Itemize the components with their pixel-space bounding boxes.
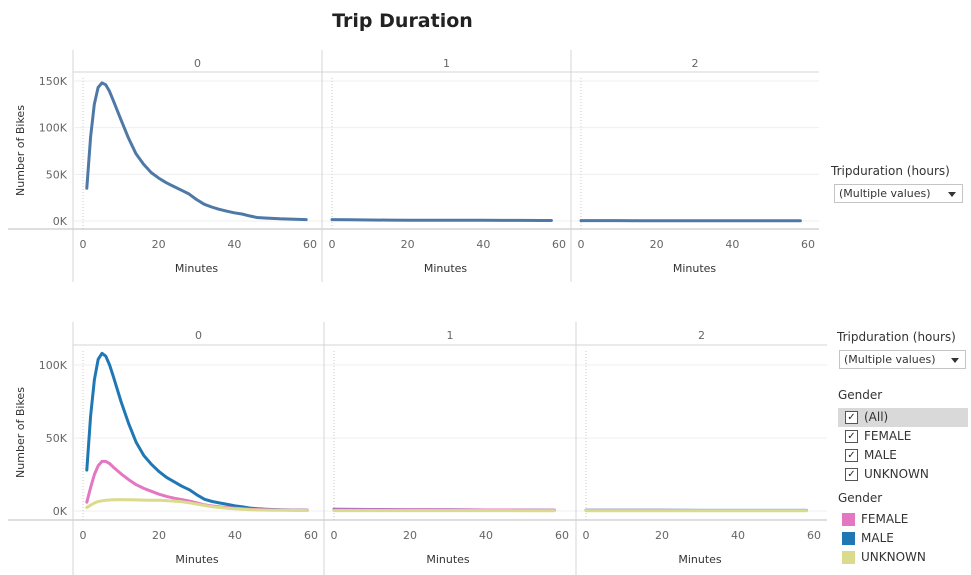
bottom-chart-y-tick-label: 50K [46,432,68,445]
gender-filter-item-male[interactable]: ✓ MALE [838,446,968,465]
bottom-chart-panel-2-x-tick-label: 60 [807,529,821,542]
gender-legend-title: Gender [838,491,883,505]
top-chart-panel-2-x-tick-label: 60 [801,238,815,251]
bottom-chart-panel-2-header: 2 [698,329,705,342]
top-chart-panel-1-x-tick-label: 0 [329,238,336,251]
gender-filter-item-female[interactable]: ✓ FEMALE [838,427,968,446]
top-chart-panel-1-x-tick-label: 20 [401,238,415,251]
top-chart-panel-0-line-series-0 [85,81,308,222]
top-chart-panel-0-header: 0 [194,57,201,70]
bottom-chart-panel-2-x-tick-label: 40 [731,529,745,542]
top-chart-y-tick-label: 150K [39,75,68,88]
bottom-chart-panel-1-x-tick-label: 60 [555,529,569,542]
chevron-down-icon [951,358,959,363]
bottom-chart-panel-0-line-male [85,351,309,512]
bottom-chart-panel-1-x-axis-title: Minutes [426,553,470,566]
bottom-chart-panel-0-header: 0 [195,329,202,342]
tripduration-dropdown-bottom[interactable]: (Multiple values) [839,350,966,369]
top-chart-panel-0-x-tick-label: 60 [303,238,317,251]
bottom-chart-panel-0-line-unknown [85,498,309,513]
gender-filter-item-label: UNKNOWN [864,467,929,481]
top-chart-panel-1-x-tick-label: 60 [552,238,566,251]
bottom-chart-panel-2-x-tick-label: 0 [583,529,590,542]
top-chart-panel-2-header: 2 [692,57,699,70]
gender-filter-title: Gender [838,388,883,402]
legend-label: UNKNOWN [861,550,926,564]
bottom-chart-panel-0-x-tick-label: 0 [80,529,87,542]
legend-swatch-female [842,513,855,526]
tripduration-filter-title-top: Tripduration (hours) [831,164,950,178]
top-chart-panel-2-x-tick-label: 40 [725,238,739,251]
top-chart-y-tick-label: 50K [46,168,68,181]
legend-swatch-male [842,532,855,545]
gender-filter-item-label: (All) [864,410,889,424]
gender-filter-item-unknown[interactable]: ✓ UNKNOWN [838,465,968,484]
top-chart-panel-2-x-tick-label: 0 [578,238,585,251]
legend-item-unknown[interactable]: UNKNOWN [838,548,926,567]
bottom-chart-panel-1-x-tick-label: 0 [331,529,338,542]
top-chart-panel-1-line-series-0 [330,218,553,222]
top-chart-y-tick-label: 100K [39,122,68,135]
checkbox-checked-icon[interactable]: ✓ [845,449,858,462]
top-chart-panel-1-header: 1 [443,57,450,70]
bottom-chart-panel-0-x-tick-label: 40 [228,529,242,542]
bottom-chart-panel-1-x-tick-label: 20 [403,529,417,542]
top-chart-panel-0-x-axis-title: Minutes [175,262,219,275]
checkbox-checked-icon[interactable]: ✓ [845,430,858,443]
checkbox-checked-icon[interactable]: ✓ [845,411,858,424]
bottom-chart-y-tick-label: 0K [53,505,68,518]
top-chart-panel-0-x-tick-label: 0 [80,238,87,251]
tripduration-filter-title-bottom: Tripduration (hours) [837,330,956,344]
page-title: Trip Duration [332,10,473,32]
legend-swatch-unknown [842,551,855,564]
tripduration-dropdown-bottom-value: (Multiple values) [844,353,936,366]
tripduration-dropdown-top[interactable]: (Multiple values) [834,184,963,203]
bottom-chart-panel-2-x-axis-title: Minutes [678,553,722,566]
bottom-chart-y-axis-title: Number of Bikes [14,387,27,478]
top-chart-y-axis-title: Number of Bikes [14,105,27,196]
bottom-chart-y-tick-label: 100K [39,359,68,372]
top-chart-panel-1-x-axis-title: Minutes [424,262,468,275]
bottom-chart-panel-0-x-tick-label: 20 [152,529,166,542]
checkbox-checked-icon[interactable]: ✓ [845,468,858,481]
gender-filter-item-label: MALE [864,448,897,462]
top-chart-y-tick-label: 0K [53,215,68,228]
legend-item-female[interactable]: FEMALE [838,510,908,529]
bottom-chart-panel-0-x-tick-label: 60 [304,529,318,542]
gender-filter-item-all[interactable]: ✓ (All) [838,408,968,427]
top-chart-panel-2-x-axis-title: Minutes [673,262,717,275]
legend-item-male[interactable]: MALE [838,529,894,548]
bottom-chart-panel-1-x-tick-label: 40 [479,529,493,542]
bottom-chart-panel-0-x-axis-title: Minutes [175,553,219,566]
bottom-chart-panel-2-x-tick-label: 20 [655,529,669,542]
top-chart-panel-0-x-tick-label: 20 [152,238,166,251]
legend-label: MALE [861,531,894,545]
tripduration-dropdown-top-value: (Multiple values) [839,187,931,200]
gender-filter-item-label: FEMALE [864,429,912,443]
legend-label: FEMALE [861,512,909,526]
chevron-down-icon [948,192,956,197]
top-chart-panel-1-x-tick-label: 40 [476,238,490,251]
top-chart-panel-2-x-tick-label: 20 [650,238,664,251]
top-chart-panel-0-x-tick-label: 40 [227,238,241,251]
bottom-chart-panel-1-header: 1 [447,329,454,342]
